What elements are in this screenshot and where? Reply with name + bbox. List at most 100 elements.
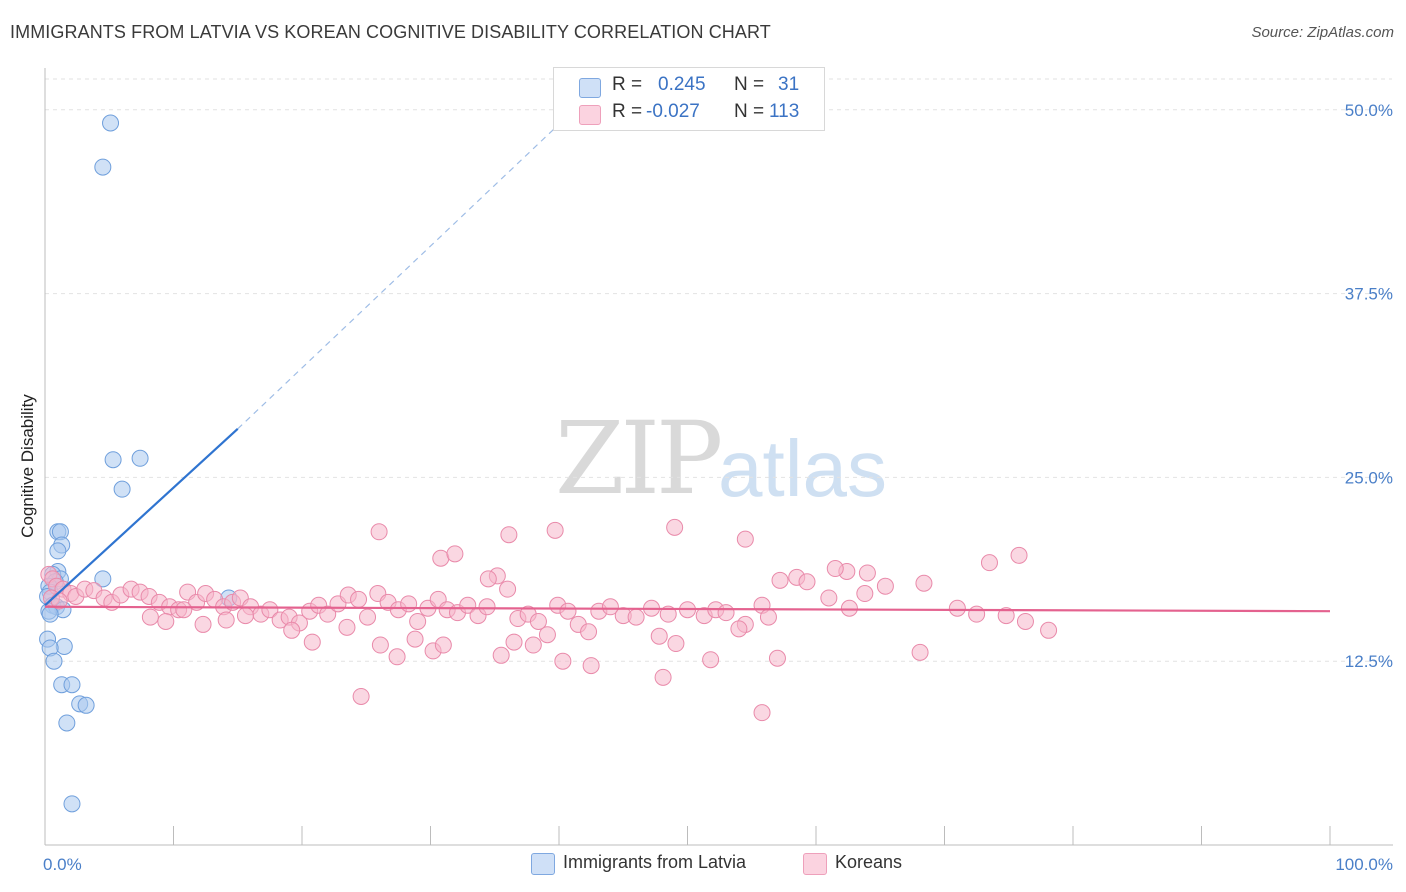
latvia-point bbox=[45, 652, 63, 670]
korean-point bbox=[911, 643, 929, 661]
latvia-trend-extension bbox=[237, 87, 598, 430]
korean-point bbox=[968, 605, 986, 623]
korean-point bbox=[768, 649, 786, 667]
korean-point bbox=[500, 526, 518, 544]
korean-point bbox=[840, 599, 858, 617]
legend-swatch-latvia bbox=[531, 853, 555, 875]
korean-point bbox=[771, 571, 789, 589]
korean-point bbox=[157, 612, 175, 630]
korean-point bbox=[283, 621, 301, 639]
latvia-point bbox=[58, 714, 76, 732]
korean-point bbox=[736, 530, 754, 548]
korean-point bbox=[667, 635, 685, 653]
korean-point bbox=[856, 585, 874, 603]
korean-point bbox=[666, 518, 684, 536]
korean-point bbox=[371, 636, 389, 654]
korean-point bbox=[601, 598, 619, 616]
latvia-r-label: R = bbox=[612, 74, 643, 95]
korean-point bbox=[717, 604, 735, 622]
latvia-point bbox=[63, 676, 81, 694]
korean-point bbox=[478, 598, 496, 616]
korean-point bbox=[948, 599, 966, 617]
y-tick-label: 12.5% bbox=[1345, 652, 1393, 671]
korean-point bbox=[524, 636, 542, 654]
korean-point bbox=[753, 704, 771, 722]
latvia-point bbox=[94, 158, 112, 176]
stats-legend-row-latvia: R = 0.245 N = 31 bbox=[554, 74, 824, 100]
legend-swatch-koreans bbox=[803, 853, 827, 875]
korean-point bbox=[434, 636, 452, 654]
korean-point bbox=[303, 633, 321, 651]
korean-point bbox=[175, 601, 193, 619]
korean-point bbox=[580, 623, 598, 641]
legend-label-latvia: Immigrants from Latvia bbox=[563, 852, 747, 872]
korean-point bbox=[654, 668, 672, 686]
latvia-point bbox=[102, 114, 120, 132]
korean-trend-line bbox=[44, 605, 1331, 613]
latvia-n-label: N = bbox=[734, 74, 765, 95]
korean-point bbox=[261, 601, 279, 619]
korea-r-value: -0.027 bbox=[646, 101, 700, 122]
stats-legend: R = 0.245 N = 31 R = -0.027 N = 113 bbox=[553, 67, 825, 131]
x-tick-label-max: 100.0% bbox=[1335, 855, 1393, 874]
latvia-point bbox=[104, 451, 122, 469]
latvia-r-value: 0.245 bbox=[658, 74, 706, 95]
x-tick-label-min: 0.0% bbox=[43, 855, 82, 874]
series-legend: Immigrants from Latvia Koreans bbox=[0, 850, 1406, 880]
korean-point bbox=[702, 651, 720, 669]
y-tick-label: 50.0% bbox=[1345, 101, 1393, 120]
korean-point bbox=[538, 626, 556, 644]
korea-n-value: 113 bbox=[769, 101, 800, 122]
korean-point bbox=[370, 523, 388, 541]
korean-point bbox=[505, 633, 523, 651]
korean-point bbox=[1040, 621, 1058, 639]
latvia-point bbox=[113, 480, 131, 498]
watermark-atlas: atlas bbox=[718, 424, 887, 513]
korean-point bbox=[858, 564, 876, 582]
korean-point bbox=[406, 630, 424, 648]
y-tick-label: 25.0% bbox=[1345, 468, 1393, 487]
korean-point bbox=[915, 574, 933, 592]
korean-point bbox=[409, 612, 427, 630]
korean-point bbox=[650, 627, 668, 645]
korean-point bbox=[492, 646, 510, 664]
latvia-point bbox=[94, 570, 112, 588]
korean-point bbox=[582, 657, 600, 675]
korea-swatch bbox=[579, 105, 601, 125]
korean-point bbox=[359, 608, 377, 626]
korean-point bbox=[499, 580, 517, 598]
korean-point bbox=[554, 652, 572, 670]
korean-point bbox=[876, 577, 894, 595]
korean-point bbox=[820, 589, 838, 607]
source-label: Source: ZipAtlas.com bbox=[1251, 24, 1394, 41]
korean-point bbox=[826, 560, 844, 578]
korean-point bbox=[194, 615, 212, 633]
chart-title: IMMIGRANTS FROM LATVIA VS KOREAN COGNITI… bbox=[10, 22, 771, 42]
korean-point bbox=[559, 602, 577, 620]
korean-point bbox=[1016, 612, 1034, 630]
korean-point bbox=[627, 608, 645, 626]
latvia-n-value: 31 bbox=[778, 74, 800, 95]
korean-point bbox=[479, 570, 497, 588]
korean-point bbox=[798, 573, 816, 591]
latvia-point bbox=[77, 696, 95, 714]
korea-n-label: N = bbox=[734, 101, 765, 122]
korea-r-label: R = bbox=[612, 101, 643, 122]
korean-point bbox=[1010, 546, 1028, 564]
korean-point bbox=[319, 605, 337, 623]
korean-point bbox=[141, 608, 159, 626]
latvia-swatch bbox=[579, 78, 601, 98]
korean-point bbox=[352, 687, 370, 705]
korean-point bbox=[997, 607, 1015, 625]
korean-point bbox=[730, 620, 748, 638]
latvia-point bbox=[55, 637, 73, 655]
korean-point bbox=[659, 605, 677, 623]
korean-point bbox=[217, 611, 235, 629]
latvia-trend-line bbox=[44, 428, 239, 607]
korean-point bbox=[388, 648, 406, 666]
legend-label-koreans: Koreans bbox=[835, 852, 903, 872]
korean-point bbox=[980, 554, 998, 572]
stats-legend-row-korea: R = -0.027 N = 113 bbox=[554, 101, 824, 127]
latvia-point bbox=[49, 542, 67, 560]
